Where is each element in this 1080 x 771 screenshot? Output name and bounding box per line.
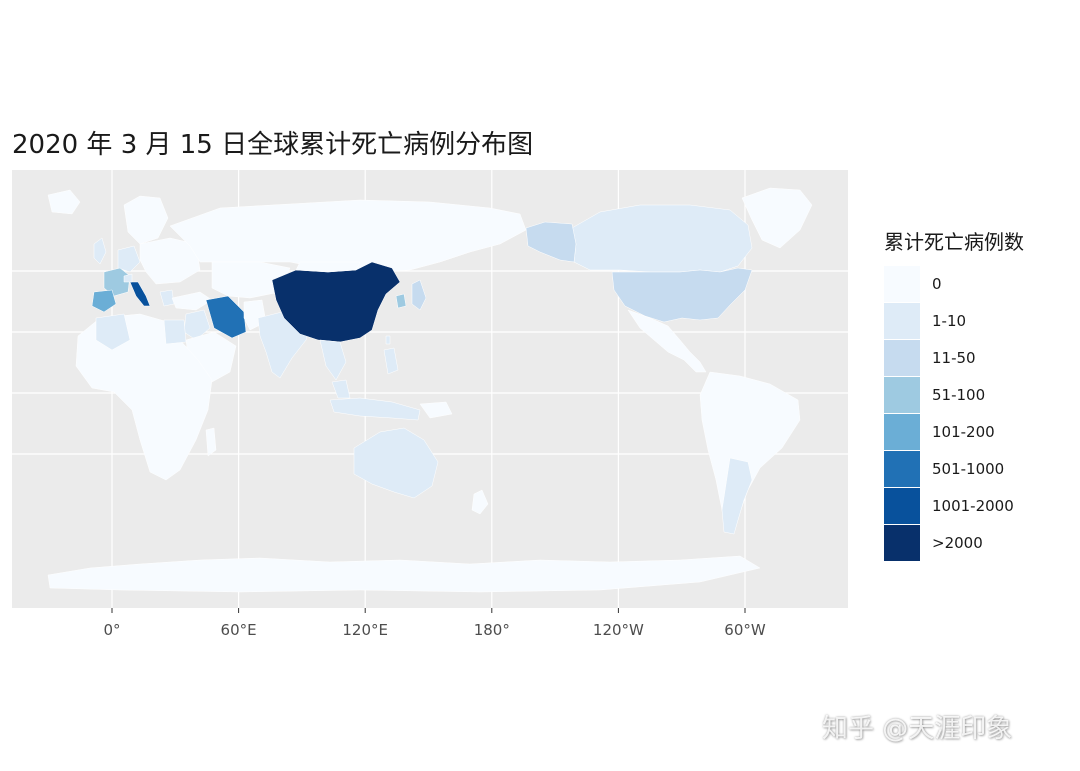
region-mexico (627, 309, 707, 373)
region-philippines (383, 347, 399, 375)
legend-item-1: 1-10 (884, 302, 1074, 339)
region-italy (129, 281, 151, 307)
legend-label: 0 (932, 274, 942, 293)
region-central-asia (211, 261, 291, 299)
legend-label: 1001-2000 (932, 496, 1014, 515)
x-tick-label-3: 180° (474, 621, 510, 639)
legend-item-7: >2000 (884, 524, 1074, 561)
region-iceland (47, 189, 81, 215)
region-greenland (741, 187, 813, 249)
countries (47, 187, 813, 593)
x-tick-label-0: 0° (103, 621, 120, 639)
legend-swatch (884, 339, 920, 376)
region-algeria (95, 313, 131, 351)
region-egypt (163, 319, 187, 345)
region-argentina (721, 457, 753, 535)
legend-item-0: 0 (884, 265, 1074, 302)
legend-item-4: 101-200 (884, 413, 1074, 450)
region-thailand (319, 339, 347, 381)
region-south-korea (395, 293, 407, 309)
region-greece (159, 289, 175, 307)
legend-swatch (884, 376, 920, 413)
region-united-kingdom (93, 237, 107, 265)
legend-label: 501-1000 (932, 459, 1005, 478)
legend-label: >2000 (932, 533, 983, 552)
legend-swatch (884, 450, 920, 487)
legend-label: 51-100 (932, 385, 986, 404)
x-axis: 0° 60°E 120°E 180° 120°W 60°W (103, 608, 766, 639)
region-scandinavia (123, 195, 169, 245)
region-france (103, 267, 131, 297)
region-mongolia (295, 261, 361, 273)
region-new-zealand (471, 489, 489, 515)
x-tick-label-2: 120°E (342, 621, 388, 639)
region-canada (571, 204, 753, 273)
region-eastern-europe (139, 237, 201, 285)
region-malaysia (331, 379, 351, 399)
legend-title: 累计死亡病例数 (884, 230, 1024, 254)
region-germany (117, 245, 141, 273)
region-africa (75, 313, 213, 481)
legend-items: 0 1-10 11-50 51-100 101-200 501-1000 1001-2000… (884, 265, 1074, 561)
legend-item-6: 1001-2000 (884, 487, 1074, 524)
legend-item-3: 51-100 (884, 376, 1074, 413)
legend-item-2: 11-50 (884, 339, 1074, 376)
region-switzerland (123, 273, 133, 283)
legend: 累计死亡病例数 0 1-10 11-50 51-100 101-200 501-1000 1… (884, 226, 1074, 561)
watermark: 知乎 @天涯印象 (822, 714, 1013, 744)
region-japan (411, 279, 427, 311)
legend-swatch (884, 413, 920, 450)
x-tick-label-1: 60°E (221, 621, 257, 639)
region-antarctica (47, 555, 761, 593)
region-turkey (171, 291, 213, 311)
legend-swatch (884, 487, 920, 524)
region-papua (419, 401, 453, 419)
region-alaska (525, 221, 577, 263)
region-australia (353, 427, 439, 499)
region-spain (91, 289, 117, 313)
region-indonesia (329, 397, 421, 421)
legend-swatch (884, 524, 920, 561)
legend-swatch (884, 265, 920, 302)
legend-item-5: 501-1000 (884, 450, 1074, 487)
map-title: 2020 年 3 月 15 日全球累计死亡病例分布图 (12, 130, 534, 160)
legend-swatch (884, 302, 920, 339)
legend-label: 101-200 (932, 422, 995, 441)
region-taiwan (385, 335, 391, 345)
x-tick-label-5: 60°W (724, 621, 766, 639)
region-madagascar (205, 427, 217, 457)
x-tick-label-4: 120°W (593, 621, 644, 639)
legend-label: 1-10 (932, 311, 967, 330)
region-united-states (611, 267, 753, 323)
legend-label: 11-50 (932, 348, 976, 367)
